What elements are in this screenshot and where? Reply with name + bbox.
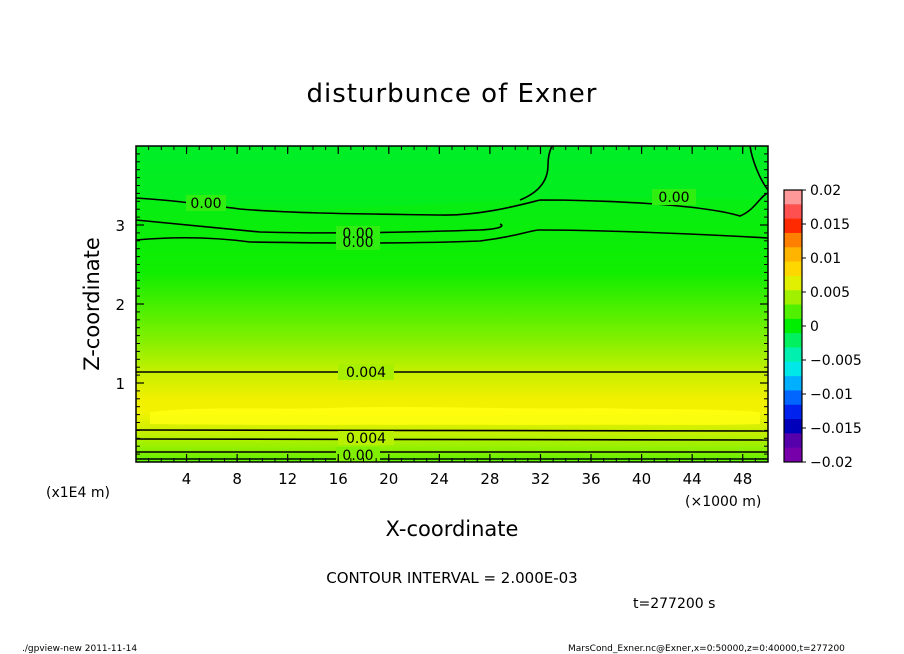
contour-label: 0.00: [658, 190, 689, 206]
contour-label: 0.004: [346, 431, 386, 447]
colorbar-tick-label: −0.015: [810, 421, 862, 437]
colorbar-segment: [784, 390, 802, 406]
x-tick-label: 48: [733, 470, 752, 488]
high-value-patch: [150, 407, 760, 425]
x-tick-label: 24: [430, 470, 449, 488]
footer-right: MarsCond_Exner.nc@Exner,x=0:50000,z=0:40…: [568, 644, 845, 654]
chart-title: disturbunce of Exner: [307, 79, 598, 109]
colorbar-segment: [784, 247, 802, 263]
contour-label: 0.00: [342, 226, 373, 242]
contour-line: [136, 192, 768, 217]
colorbar-tick-label: 0.01: [810, 251, 841, 267]
colorbar-segment: [784, 318, 802, 334]
contour-labels: 0.00 0.00 0.00 0.00 0.004 0.004 0.00: [190, 190, 689, 464]
colorbar-segment: [784, 304, 802, 320]
footer-left: ./gpview-new 2011-11-14: [22, 644, 137, 654]
x-tick-label: 4: [182, 470, 192, 488]
x-tick-label: 44: [683, 470, 702, 488]
x-tick-label: 40: [632, 470, 651, 488]
x-tick-label: 36: [581, 470, 600, 488]
colorbar-segment: [784, 190, 802, 205]
y-tick-label: 1: [115, 375, 125, 393]
colorbar-tick-label: −0.005: [810, 353, 862, 369]
colorbar-tick-label: 0.005: [810, 285, 850, 301]
colorbar-tick-label: 0.015: [810, 217, 850, 233]
y-unit-label: (x1E4 m): [46, 485, 110, 501]
plot-area: 0.00 0.00 0.00 0.00 0.004 0.004 0.00: [136, 146, 768, 464]
colorbar-segment: [784, 347, 802, 363]
x-tick-label: 12: [278, 470, 297, 488]
colorbar-segment: [784, 433, 802, 449]
y-axis: 1 2 3: [115, 153, 768, 455]
colorbar-segment: [784, 261, 802, 277]
contour-label: 0.004: [346, 365, 386, 381]
colorbar-tick-label: 0.02: [810, 183, 841, 199]
x-tick-label: 8: [232, 470, 242, 488]
colorbar-segment: [784, 361, 802, 377]
colorbar-segment: [784, 376, 802, 391]
colorbar-segment: [784, 204, 802, 220]
colorbar: 0.02 0.015 0.01 0.005 0 −0.005 −0.01 −0.015 −0.0…: [783, 183, 862, 471]
time-label: t=277200 s: [633, 596, 715, 612]
x-unit-label: (×1000 m): [685, 494, 761, 510]
x-tick-label: 16: [329, 470, 348, 488]
contour-label: 0.00: [342, 448, 373, 464]
contour-label-backgrounds: [186, 189, 696, 461]
colorbar-segment: [784, 275, 802, 291]
colorbar-tick-label: −0.02: [810, 455, 853, 471]
y-tick-label: 2: [115, 296, 125, 314]
colorbar-segment: [784, 218, 802, 234]
colorbar-segment: [784, 333, 802, 348]
colorbar-segment: [784, 419, 802, 434]
y-axis-title: Z-coordinate: [80, 237, 104, 371]
x-tick-label: 20: [379, 470, 398, 488]
x-axis: 4 8 12 16 20 24 28 32 36 40 44 48: [148, 146, 756, 488]
x-axis-title: X-coordinate: [386, 517, 519, 541]
contour-line: [136, 229, 768, 244]
x-tick-label: 28: [480, 470, 499, 488]
colorbar-tick-label: −0.01: [810, 387, 853, 403]
colorbar-segment: [784, 404, 802, 420]
upper-field-band: [136, 146, 768, 210]
colorbar-tick-label: 0: [810, 319, 819, 335]
contour-line: [519, 146, 553, 201]
colorbar-segment: [784, 232, 802, 248]
contour-label: 0.00: [190, 196, 221, 212]
contour-label: 0.00: [342, 235, 373, 251]
colorbar-segment: [784, 447, 802, 463]
contour-line: [749, 146, 768, 191]
y-tick-label: 3: [115, 217, 125, 235]
contour-interval-text: CONTOUR INTERVAL = 2.000E-03: [326, 569, 577, 587]
colorbar-segment: [784, 290, 802, 306]
x-tick-label: 32: [531, 470, 550, 488]
